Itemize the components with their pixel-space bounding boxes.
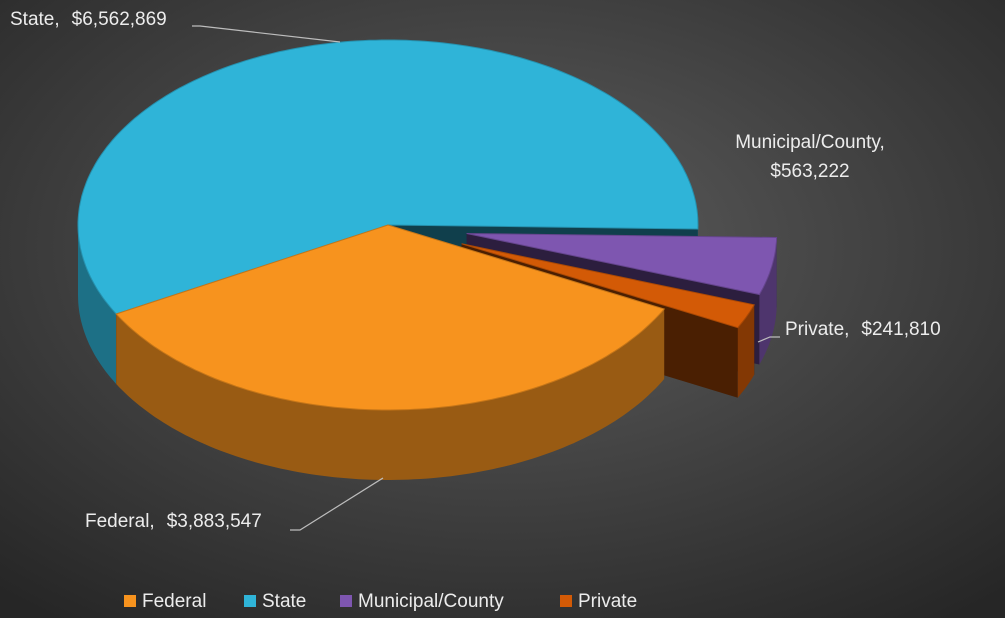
data-label-separator: , (149, 511, 154, 532)
legend-label: Federal (142, 591, 206, 612)
legend-label: Municipal/County (358, 591, 504, 612)
legend-label: State (262, 591, 306, 612)
data-label-name: State (10, 9, 54, 30)
legend-swatch (244, 595, 256, 607)
data-label: Private, $241,810 (785, 319, 941, 340)
leader-line (192, 25, 341, 43)
slice-side (737, 304, 755, 398)
data-label-name: Federal (85, 511, 149, 532)
data-label-name: Private (785, 319, 844, 340)
legend: Federal State Municipal/County Private (124, 591, 637, 612)
leader-line (757, 336, 780, 343)
data-label-separator: , (880, 132, 885, 153)
slice (461, 243, 755, 329)
data-label-separator: , (844, 319, 849, 340)
slice (466, 233, 778, 296)
slice-side (116, 309, 665, 480)
legend-swatch (124, 595, 136, 607)
data-label-value: $6,562,869 (72, 9, 167, 30)
data-label-name: Municipal/County (735, 132, 881, 153)
data-label-separator: , (54, 9, 59, 30)
legend-label: Private (578, 591, 637, 612)
legend-swatch (560, 595, 572, 607)
slice (77, 39, 699, 315)
data-label: Municipal/County, $563,222 (735, 132, 885, 182)
data-label-value: $563,222 (770, 161, 849, 182)
slice-side (759, 237, 777, 365)
data-label-value: $241,810 (861, 319, 940, 340)
pie (77, 39, 778, 480)
legend-swatch (340, 595, 352, 607)
data-label-value: $3,883,547 (167, 511, 262, 532)
slice (115, 224, 666, 411)
slice-side (78, 225, 117, 384)
leader-line (290, 477, 384, 531)
data-labels: Federal, $3,883,547 State, $6,562,869 Munici… (10, 9, 941, 532)
data-label: State, $6,562,869 (10, 9, 167, 30)
data-label: Federal, $3,883,547 (85, 511, 262, 532)
